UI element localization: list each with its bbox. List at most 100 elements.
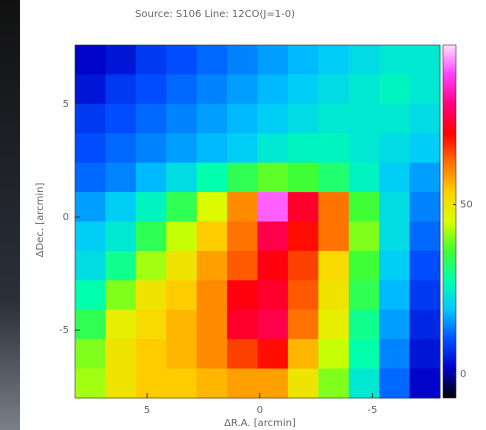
heat-cell xyxy=(227,74,258,104)
heat-cell xyxy=(349,45,380,75)
heat-cell xyxy=(318,251,349,281)
heat-cell xyxy=(136,369,167,399)
heat-cell xyxy=(258,133,289,163)
heat-cell xyxy=(197,369,228,399)
heat-cell xyxy=(105,45,136,75)
heat-cell xyxy=(227,133,258,163)
heat-cell xyxy=(197,192,228,222)
heat-cell xyxy=(379,251,410,281)
heat-cell xyxy=(166,280,197,310)
heat-cell xyxy=(410,163,441,193)
heat-cell xyxy=(318,310,349,340)
heat-cell xyxy=(197,133,228,163)
heat-cell xyxy=(410,310,441,340)
heat-cell xyxy=(258,339,289,369)
heat-cell xyxy=(258,163,289,193)
heat-cell xyxy=(105,339,136,369)
heat-cell xyxy=(136,163,167,193)
heat-cell xyxy=(258,192,289,222)
heat-cell xyxy=(227,104,258,134)
heat-cell xyxy=(166,369,197,399)
heat-cell xyxy=(136,251,167,281)
heat-cell xyxy=(227,163,258,193)
heat-cell xyxy=(349,192,380,222)
heat-cell xyxy=(166,104,197,134)
heat-cell xyxy=(197,222,228,252)
x-axis-label: ΔR.A. [arcmin] xyxy=(224,418,296,429)
heat-cell xyxy=(136,133,167,163)
y-tick-label: 0 xyxy=(63,212,69,223)
heat-cell xyxy=(75,280,106,310)
y-axis-label: ΔDec. [arcmin] xyxy=(35,183,46,258)
heat-cell xyxy=(410,369,441,399)
heat-cell xyxy=(379,222,410,252)
heat-cell xyxy=(75,369,106,399)
heat-cell xyxy=(227,45,258,75)
heat-cell xyxy=(166,339,197,369)
heat-cell xyxy=(288,251,319,281)
heat-cell xyxy=(258,74,289,104)
heat-cell xyxy=(349,222,380,252)
colorbar xyxy=(443,45,456,398)
heat-cell xyxy=(166,222,197,252)
heat-cell xyxy=(349,133,380,163)
heat-cell xyxy=(166,163,197,193)
heat-cell xyxy=(349,310,380,340)
heat-cell xyxy=(258,280,289,310)
heat-cell xyxy=(288,222,319,252)
heat-cell xyxy=(258,45,289,75)
heat-cell xyxy=(379,339,410,369)
heat-cell xyxy=(75,74,106,104)
x-tick-label: 5 xyxy=(144,405,150,416)
heat-cell xyxy=(318,163,349,193)
x-tick-label: 0 xyxy=(257,405,263,416)
heat-cell xyxy=(349,74,380,104)
heat-cell xyxy=(136,192,167,222)
heat-cell xyxy=(318,74,349,104)
heat-cell xyxy=(197,45,228,75)
heat-cell xyxy=(105,192,136,222)
heat-cell xyxy=(318,192,349,222)
heat-cell xyxy=(197,310,228,340)
heat-cell xyxy=(227,251,258,281)
heat-cell xyxy=(410,192,441,222)
heat-cell xyxy=(288,339,319,369)
heat-cell xyxy=(288,163,319,193)
heat-cell xyxy=(166,45,197,75)
heat-cell xyxy=(318,45,349,75)
heat-cell xyxy=(288,133,319,163)
heat-cell xyxy=(136,45,167,75)
heat-cell xyxy=(227,310,258,340)
heat-cell xyxy=(75,104,106,134)
heat-cell xyxy=(136,310,167,340)
heat-cell xyxy=(258,104,289,134)
heat-cell xyxy=(75,251,106,281)
heat-cell xyxy=(166,192,197,222)
heat-cell xyxy=(105,163,136,193)
heat-cell xyxy=(166,133,197,163)
chart: Source: S106 Line: 12CO(J=1-0) ΔR.A. [ar… xyxy=(0,0,486,430)
heat-cell xyxy=(136,339,167,369)
heat-cell xyxy=(75,222,106,252)
x-tick-label: -5 xyxy=(367,405,377,416)
heat-cell xyxy=(379,280,410,310)
heat-cell xyxy=(288,310,319,340)
heat-cell xyxy=(379,74,410,104)
heat-cell xyxy=(379,163,410,193)
heat-cell xyxy=(75,339,106,369)
heat-cell xyxy=(105,310,136,340)
heat-cell xyxy=(379,369,410,399)
heat-cell xyxy=(105,133,136,163)
heat-cell xyxy=(105,280,136,310)
heat-cell xyxy=(197,339,228,369)
heat-cell xyxy=(410,133,441,163)
heat-cell xyxy=(105,369,136,399)
heat-cell xyxy=(227,280,258,310)
heat-cell xyxy=(105,74,136,104)
heat-cell xyxy=(136,280,167,310)
heat-cell xyxy=(318,222,349,252)
heat-cell xyxy=(318,104,349,134)
colorbar-tick-label: 50 xyxy=(460,200,473,211)
heat-cell xyxy=(349,251,380,281)
heat-cell xyxy=(197,104,228,134)
